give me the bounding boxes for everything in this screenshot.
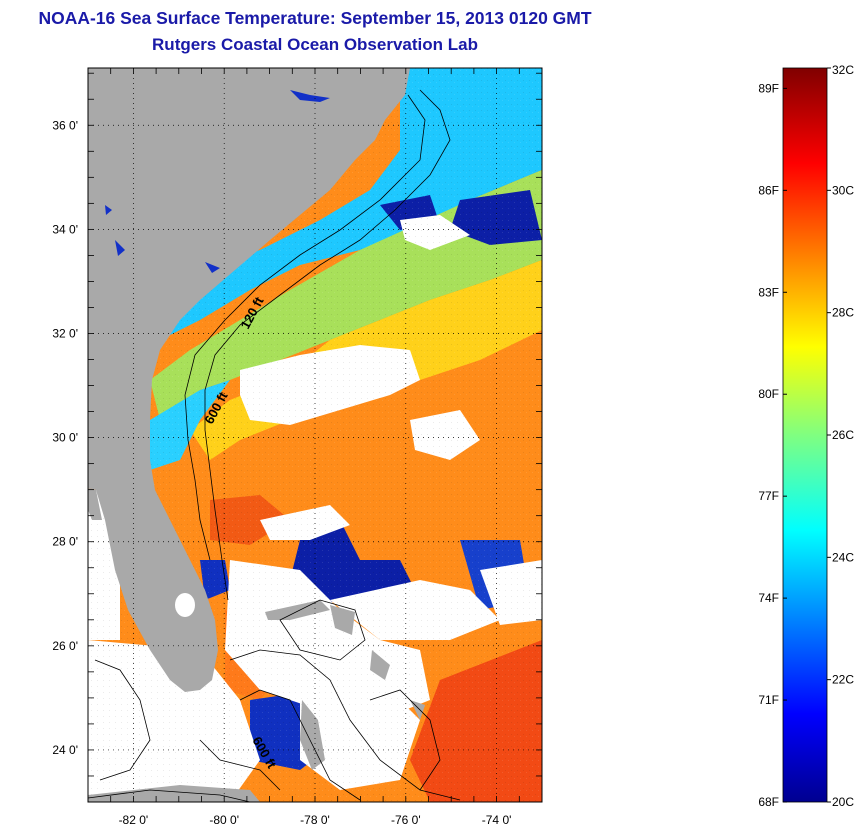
map-axes: 36 0' 34 0' 32 0' 30 0' 28 0' 26 0' 24 0' -82 0… <box>52 68 543 827</box>
colorbar-celsius-label: 26C <box>832 428 854 442</box>
lon-tick-label: -78 0' <box>300 813 330 827</box>
lon-tick-label: -82 0' <box>119 813 149 827</box>
lat-tick-label: 26 0' <box>52 639 78 653</box>
colorbar-labels: 32C 30C 28C 26C 24C 22C 20C 89F 86F 83F 80F 77F 74F 7… <box>758 63 854 809</box>
colorbar-fahrenheit-label: 77F <box>758 489 779 503</box>
lat-tick-label: 36 0' <box>52 118 78 132</box>
lat-tick-label: 28 0' <box>52 535 78 549</box>
abaco-island <box>330 605 355 635</box>
lat-tick-label: 30 0' <box>52 431 78 445</box>
colorbar-fahrenheit-label: 74F <box>758 591 779 605</box>
andros-island <box>300 700 325 770</box>
lon-tick-label: -74 0' <box>482 813 512 827</box>
colorbar-celsius-label: 22C <box>832 673 854 687</box>
colorbar-fahrenheit-label: 83F <box>758 285 779 299</box>
cuba-coast <box>88 785 260 802</box>
contour-600ft <box>204 89 451 601</box>
lon-tick-label: -80 0' <box>209 813 239 827</box>
bathymetry-contours <box>88 89 461 802</box>
colorbar-celsius-label: 30C <box>832 183 854 197</box>
land <box>88 68 425 802</box>
lat-tick-label: 32 0' <box>52 326 78 340</box>
map-grid <box>88 68 542 802</box>
colorbar-celsius-label: 32C <box>832 63 854 77</box>
grand-bahama <box>265 600 330 620</box>
us-southeast-coast <box>88 68 410 692</box>
map-subtitle: Rutgers Coastal Ocean Observation Lab <box>152 35 478 54</box>
contour-120ft <box>184 94 426 561</box>
lat-tick-label: 24 0' <box>52 743 78 757</box>
colorbar-fahrenheit-label: 68F <box>758 795 779 809</box>
colorbar-fahrenheit-label: 89F <box>758 81 779 95</box>
colorbar-celsius-label: 24C <box>832 550 854 564</box>
map-title: NOAA-16 Sea Surface Temperature: Septemb… <box>38 8 592 28</box>
colorbar-fahrenheit-label: 71F <box>758 693 779 707</box>
lat-tick-label: 34 0' <box>52 222 78 236</box>
colorbar-celsius-label: 28C <box>832 306 854 320</box>
colorbar-fahrenheit-label: 86F <box>758 183 779 197</box>
colorbar-fahrenheit-label: 80F <box>758 387 779 401</box>
map-frame <box>87 67 543 803</box>
lake-okeechobee <box>175 593 195 617</box>
lon-tick-label: -76 0' <box>391 813 421 827</box>
colorbar-gradient <box>782 67 828 803</box>
colorbar-celsius-label: 20C <box>832 795 854 809</box>
